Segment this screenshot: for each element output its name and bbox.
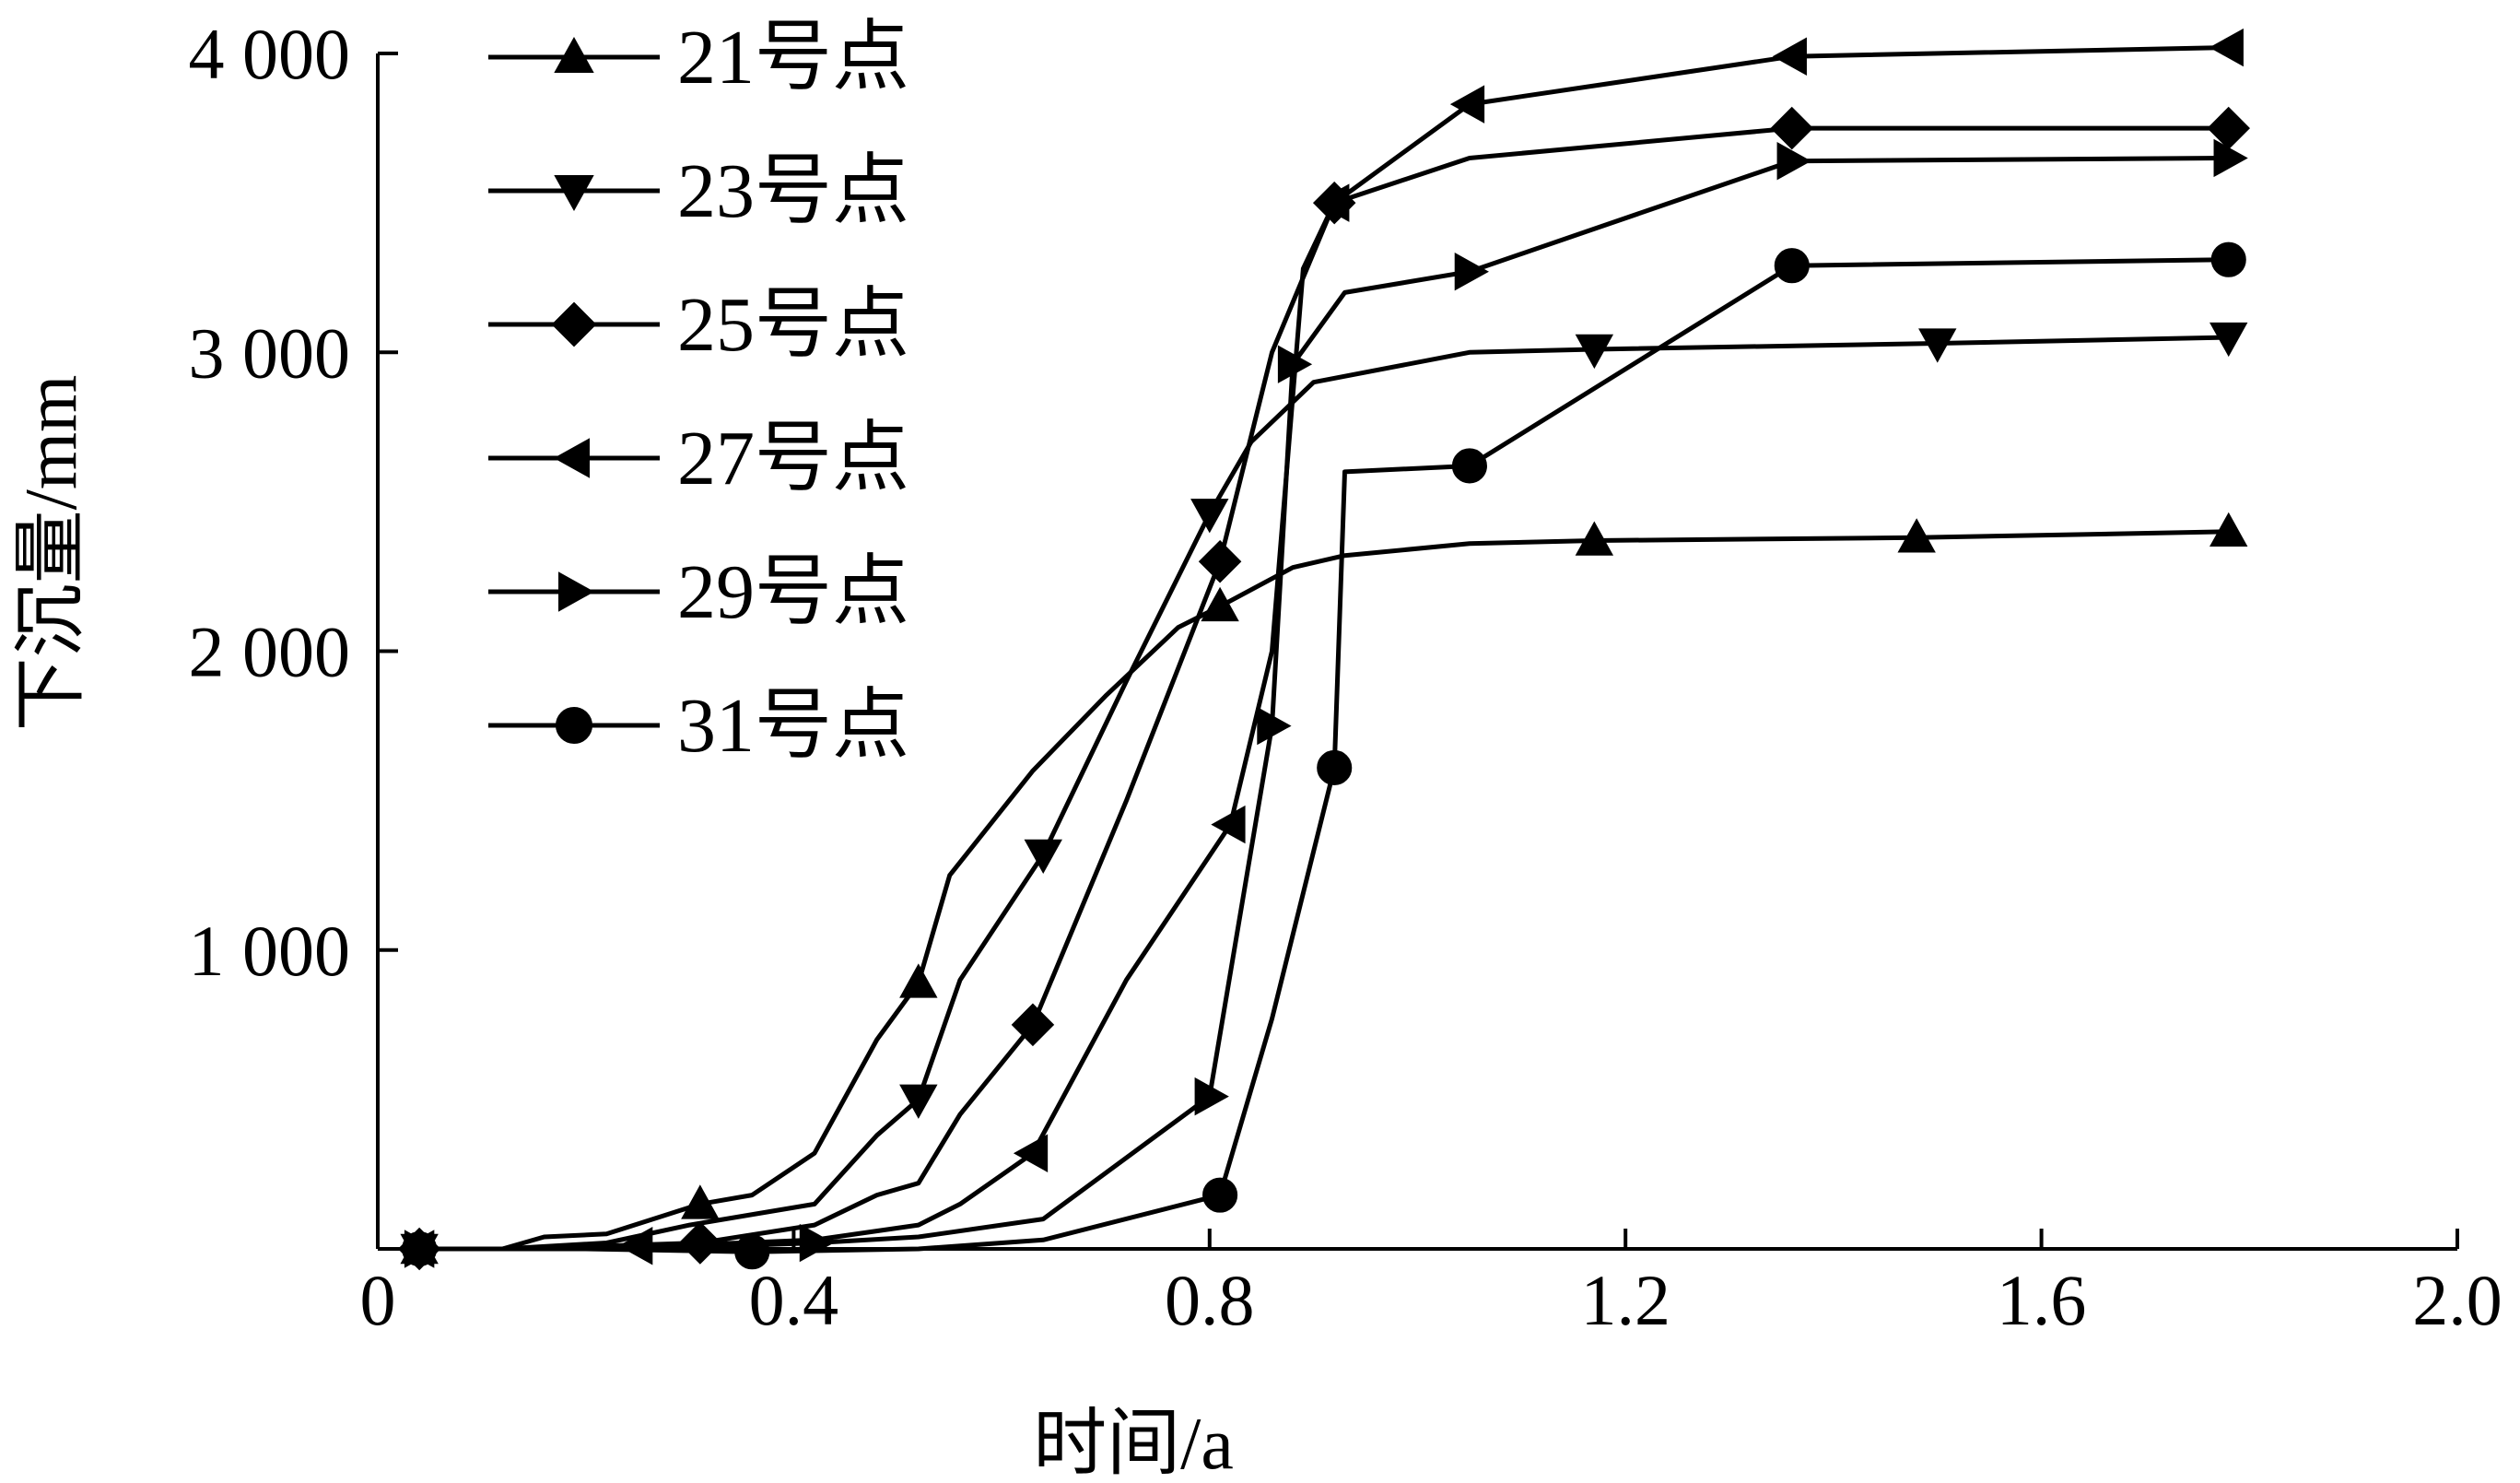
data-point [1024,839,1062,875]
data-point [1194,1077,1229,1116]
data-point [1897,518,1936,553]
data-point [1575,334,1614,370]
series-line [419,257,2229,1254]
data-point [1190,499,1229,534]
data-point [1772,37,1807,76]
data-point [799,1223,835,1263]
legend-label: 29号点 [677,549,909,635]
series-6 [402,241,2246,1270]
data-point [402,1230,438,1267]
data-point [1774,248,1810,284]
legend-marker [556,707,592,744]
data-point [1201,586,1239,622]
data-point [1211,805,1246,844]
series-line [419,529,2229,1252]
y-tick-label: 3 000 [189,312,351,393]
legend-item: 25号点 [488,282,909,368]
data-point [1315,183,1350,222]
legend: 21号点 23号点 25号点 27号点 29号点 31号点 [488,15,909,769]
data-point [2209,322,2248,358]
legend-label: 21号点 [677,15,909,100]
legend-label: 23号点 [677,148,909,234]
data-point [2213,138,2248,178]
data-point [681,1184,720,1219]
legend-marker [553,438,590,478]
data-point [1011,1003,1055,1047]
legend-label: 31号点 [677,683,909,769]
series-line [419,45,2229,1252]
data-point [1257,706,1292,746]
data-point [2209,28,2244,67]
data-point [1013,1134,1049,1172]
data-point [1451,448,1487,484]
x-tick-label: 1.6 [1997,1260,2087,1340]
x-axis-title: 时间/a [1033,1404,1234,1483]
axes: 0 0.4 0.8 1.2 1.6 2.0 1 000 2 000 3 000 4 000 [189,14,2502,1340]
data-point [1918,328,1957,363]
y-tick-label: 1 000 [189,911,351,991]
legend-item: 31号点 [488,683,909,769]
series-2 [400,322,2248,1269]
data-point [1277,345,1313,383]
x-tick-label: 2.0 [2412,1260,2502,1340]
data-point [734,1234,770,1270]
data-point [2209,512,2248,547]
y-tick-label: 2 000 [189,612,351,692]
x-tick-label: 0.4 [749,1260,839,1340]
legend-item: 27号点 [488,416,909,501]
data-point [1198,539,1242,583]
data-point [1575,521,1614,556]
legend-marker [558,571,595,612]
legend-item: 23号点 [488,148,909,234]
x-tick-label: 0 [360,1260,396,1340]
data-point [1776,142,1811,181]
legend-marker [554,175,594,212]
legend-label: 27号点 [677,416,909,501]
legend-item: 21号点 [488,15,909,100]
legend-marker [554,36,594,73]
data-point [1202,1177,1238,1213]
x-tick-label: 1.2 [1580,1260,1670,1340]
data-point [1770,106,1814,150]
data-point [899,1084,938,1119]
y-tick-label: 4 000 [189,14,351,94]
series-layer [397,28,2250,1271]
data-point [899,963,938,998]
legend-label: 25号点 [677,282,909,368]
x-tick-label: 0.8 [1165,1260,1255,1340]
data-point [2210,241,2246,277]
data-point [1317,749,1353,786]
y-axis-title: 下沉量/mm [11,375,92,732]
data-point [1449,85,1485,124]
legend-item: 29号点 [488,549,909,635]
data-point [1454,253,1489,291]
legend-marker [551,301,597,347]
